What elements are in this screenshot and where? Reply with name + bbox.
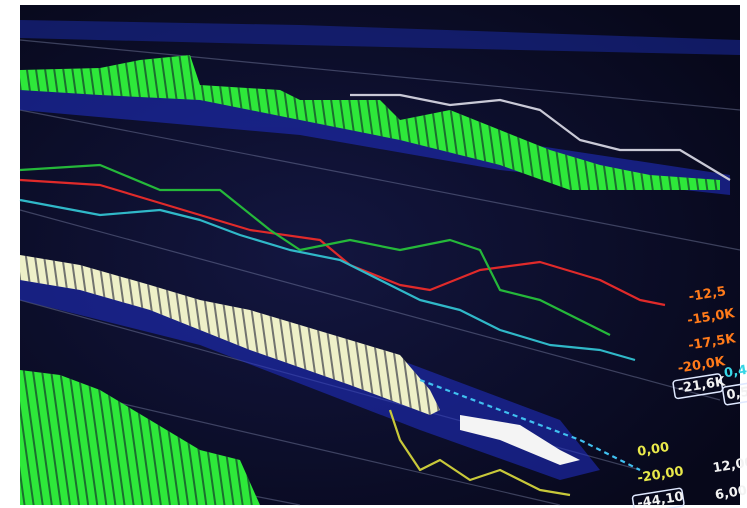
grid-line	[19, 209, 721, 401]
histograms	[20, 55, 720, 505]
grid-line	[19, 109, 741, 251]
value-box	[631, 487, 685, 508]
value-box	[721, 382, 747, 406]
green-line	[19, 163, 611, 336]
cyan-line	[19, 198, 636, 362]
current-value: -44,10	[636, 489, 684, 508]
scale-label: -20,00	[636, 464, 684, 486]
band	[20, 20, 740, 55]
scale-label: -15,0K	[686, 306, 736, 328]
labels: -12,5 -15,0K -17,5K -20,0K -21,6K 0,4 0,…	[631, 284, 747, 508]
white-histogram	[460, 415, 580, 465]
scale-label: -12,5	[688, 284, 727, 305]
scale-label: 0,00	[636, 440, 670, 460]
value-box	[672, 373, 724, 400]
bar-stripes	[20, 55, 720, 190]
scale-label: -20,0K	[677, 354, 727, 376]
white-line	[350, 93, 731, 181]
scale-label: 12,00	[712, 455, 747, 476]
dashed-line	[419, 378, 641, 471]
yellow-line	[388, 409, 571, 497]
red-line	[19, 178, 666, 307]
band	[20, 270, 600, 480]
scale-label: 6,00	[714, 483, 747, 503]
current-value: -21,6K	[677, 374, 727, 396]
bar-stripes	[20, 255, 440, 415]
bar-stripes	[20, 370, 260, 505]
lines	[19, 93, 731, 497]
scale-label: 0,4	[723, 363, 747, 381]
scale-label: -17,5K	[687, 331, 737, 353]
grid-line	[19, 39, 741, 111]
current-value: 0,5	[725, 385, 747, 403]
